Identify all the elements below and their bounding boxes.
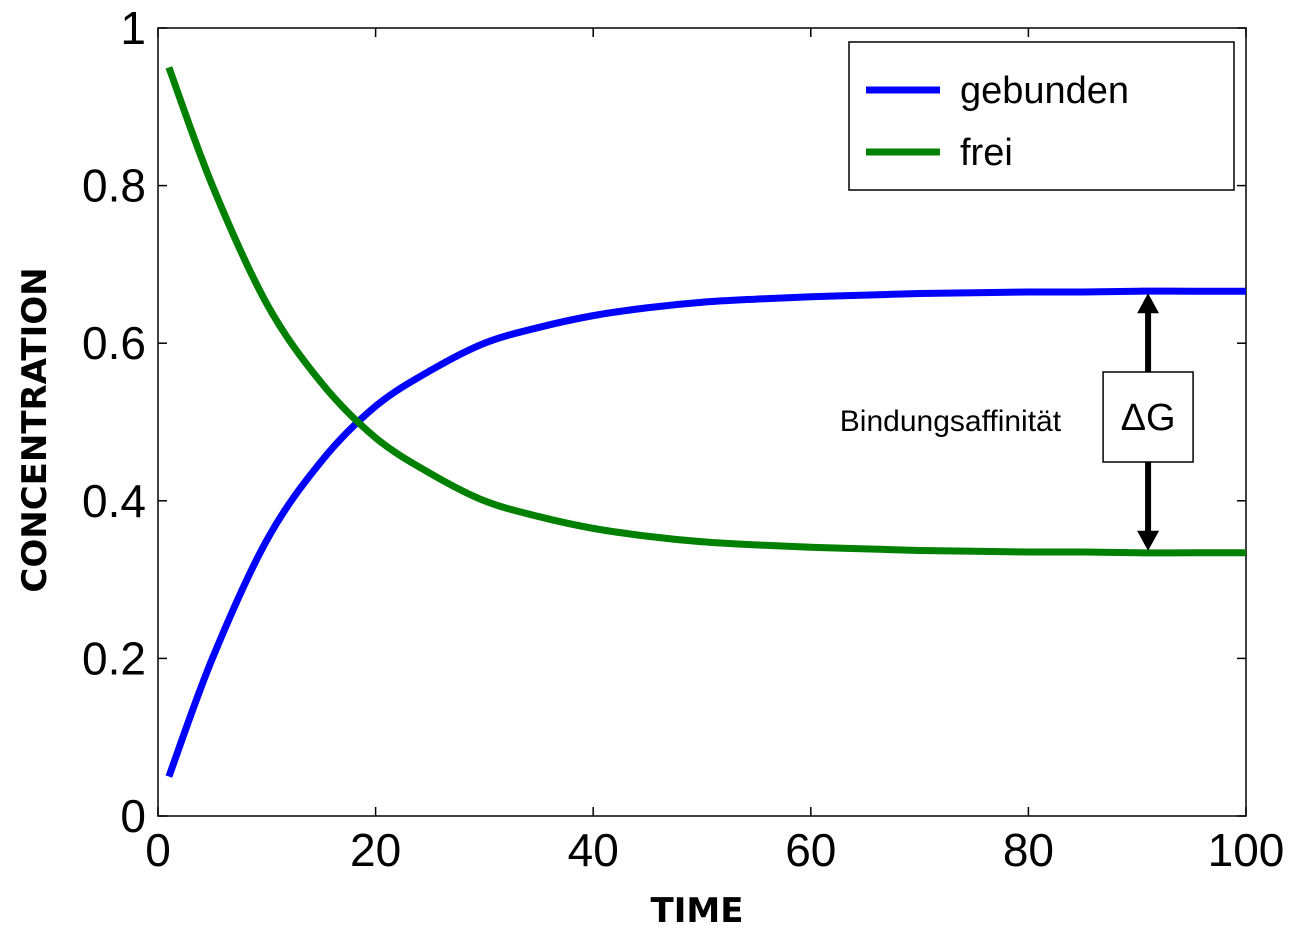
legend-label-frei: frei xyxy=(960,132,1013,174)
y-tick-label: 1 xyxy=(120,2,146,54)
x-tick-label: 100 xyxy=(1208,824,1285,876)
arrow-head-down xyxy=(1137,530,1160,551)
legend-box xyxy=(848,41,1235,191)
y-axis-title: CONCENTRATION xyxy=(15,267,55,592)
legend: gebunden frei xyxy=(848,41,1235,191)
x-tick-label: 20 xyxy=(350,824,401,876)
arrow-head-up xyxy=(1137,293,1160,314)
legend-label-gebunden: gebunden xyxy=(960,70,1129,112)
y-tick-label: 0 xyxy=(120,790,146,842)
y-tick-label: 0.6 xyxy=(82,317,146,369)
x-tick-label: 80 xyxy=(1003,824,1054,876)
y-tick-label: 0.2 xyxy=(82,632,146,684)
x-tick-label: 40 xyxy=(568,824,619,876)
x-tick-label: 60 xyxy=(785,824,836,876)
affinity-label: Bindungsaffinität xyxy=(840,405,1062,438)
annotation-layer: ΔG Bindungsaffinität xyxy=(840,293,1194,551)
delta-g-box xyxy=(1102,371,1194,463)
series-layer xyxy=(165,66,1246,778)
axis-ticks: 0 20 40 60 80 100 0 0.2 0.4 0.6 0.8 1 xyxy=(82,2,1284,876)
y-tick-label: 0.4 xyxy=(82,475,146,527)
series-line-frei xyxy=(165,66,1246,557)
delta-g-label: ΔG xyxy=(1121,397,1176,439)
x-tick-label: 0 xyxy=(145,824,171,876)
series-line-gebunden xyxy=(165,287,1246,778)
y-tick-label: 0.8 xyxy=(82,160,146,212)
x-axis-title: TIME xyxy=(651,891,744,930)
